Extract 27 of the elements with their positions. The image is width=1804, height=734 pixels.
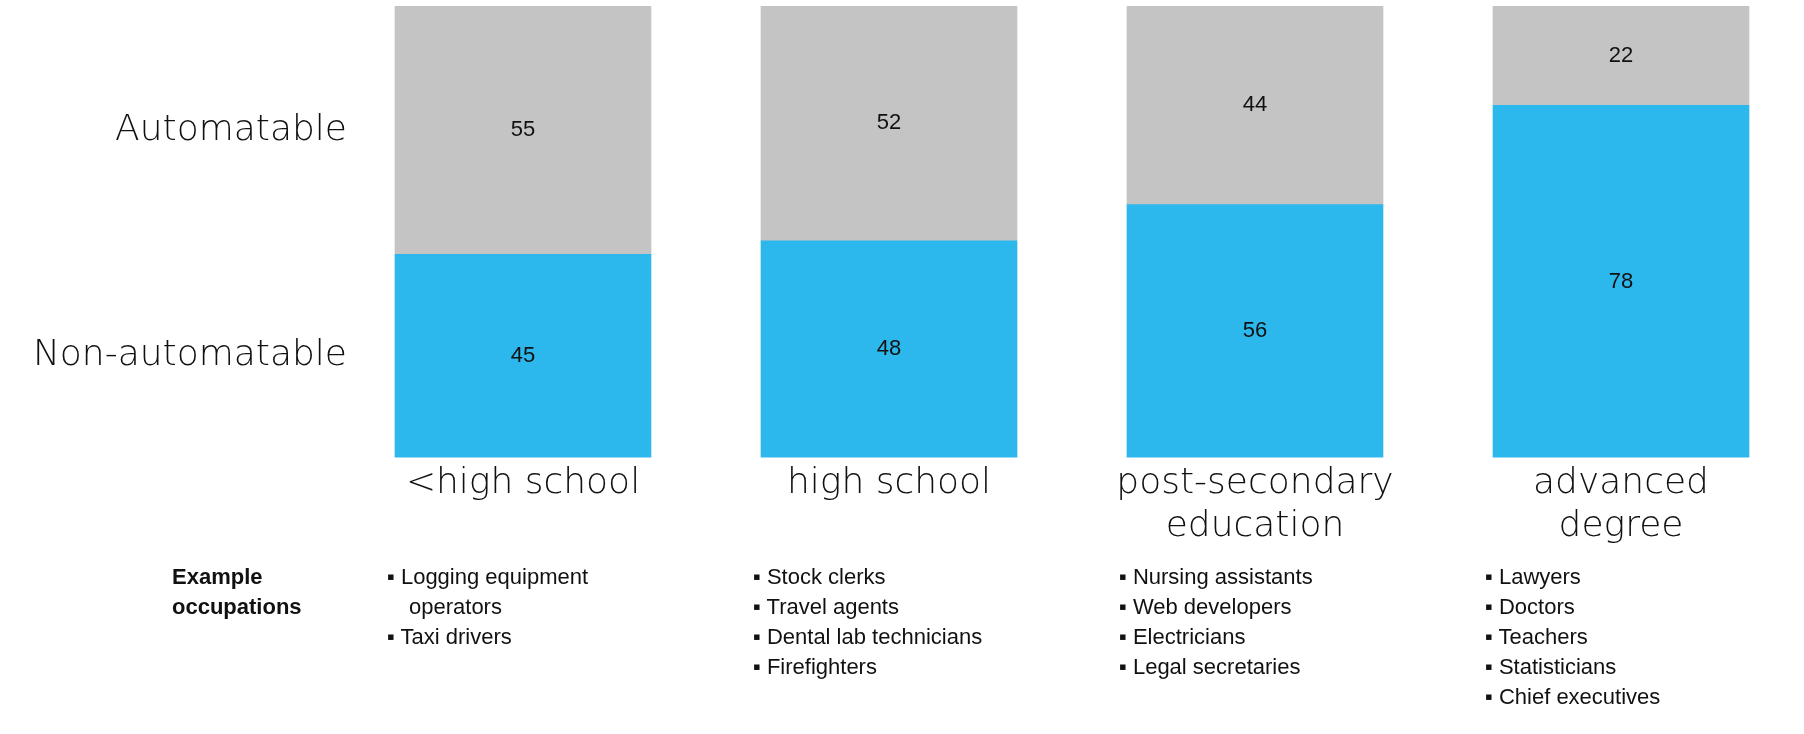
bar [1126, 6, 1384, 206]
x-tick-label: high school [786, 459, 992, 501]
bar [394, 254, 652, 458]
data-label: 78 [1608, 267, 1634, 293]
bar [1492, 6, 1750, 106]
x-tick-label: <high school [405, 459, 641, 501]
bar [760, 240, 1018, 458]
text: ▪ Logging equipment operators ▪ Taxi drivers [387, 563, 590, 651]
x-tick-label: post-secondary education [1116, 459, 1394, 544]
text: Example occupations [172, 563, 303, 621]
bar [394, 6, 652, 255]
text: ▪ Nursing assistants ▪ Web developers ▪ Electricians ▪ Legal secretaries [1119, 563, 1314, 681]
data-label: 44 [1242, 91, 1268, 117]
data-label: 56 [1242, 317, 1268, 343]
data-label: 22 [1608, 41, 1634, 67]
data-label: 52 [876, 109, 902, 135]
text: ▪ Lawyers ▪ Doctors ▪ Teachers ▪ Statisticians ▪ Chief executives [1485, 563, 1662, 711]
x-tick-label: advanced degree [1533, 459, 1709, 544]
text: ▪ Stock clerks ▪ Travel agents ▪ Dental lab technicians ▪ Firefighters [753, 563, 984, 681]
data-label: 55 [510, 116, 536, 142]
data-label: 48 [876, 335, 902, 361]
bar [760, 6, 1018, 242]
series-label: Automatable [115, 106, 347, 148]
series-label: Non-automatable [32, 332, 347, 374]
data-label: 45 [510, 342, 536, 368]
bar [1492, 105, 1750, 458]
bar [1126, 204, 1384, 458]
